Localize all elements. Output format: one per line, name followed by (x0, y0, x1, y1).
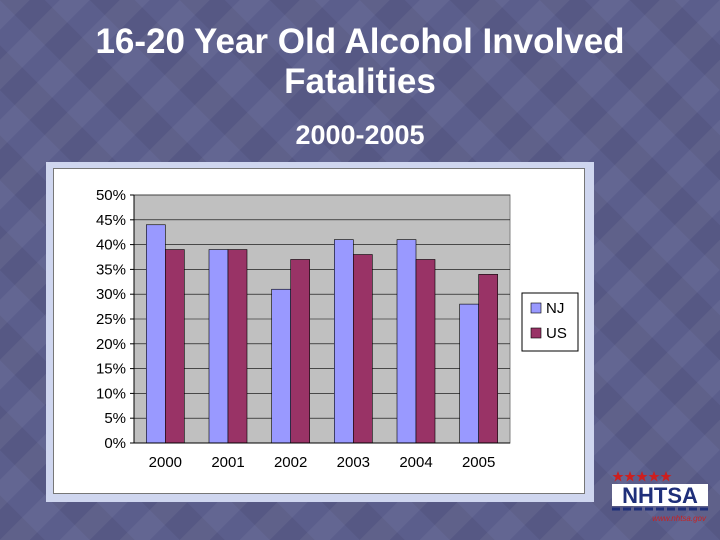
x-tick-label: 2001 (211, 454, 244, 471)
x-tick-label: 2002 (274, 454, 307, 471)
x-tick-label: 2003 (337, 454, 370, 471)
chart-frame: 0% 5% 10% 15% 20% 25% 30% 35% 40% 45% 50% 2000 2001 2… (46, 162, 594, 502)
bar-us-2003 (353, 254, 373, 444)
y-tick-label: 10% (96, 385, 126, 402)
legend-box (521, 292, 579, 352)
y-tick-label: 25% (96, 311, 126, 328)
bar-us-2002 (290, 259, 310, 444)
x-tick-label: 2000 (149, 454, 182, 471)
bar-chart: 0% 5% 10% 15% 20% 25% 30% 35% 40% 45% 50% 2000 2001 2… (96, 187, 579, 471)
legend-swatch-nj (530, 302, 542, 314)
y-tick-label: 15% (96, 361, 126, 378)
bar-us-2001 (227, 249, 248, 444)
y-tick-label: 45% (96, 212, 126, 229)
bar-nj-2004 (396, 239, 417, 444)
title-line-2: Fatalities (284, 62, 436, 101)
chart-area: 0% 5% 10% 15% 20% 25% 30% 35% 40% 45% 50% 2000 2001 2… (53, 168, 585, 494)
nhtsa-logo-graphic: NHTSA www.nhtsa.gov (612, 471, 708, 523)
y-tick-label: 40% (96, 237, 126, 254)
y-tick-label: 30% (96, 286, 126, 303)
slide-subtitle: 2000-2005 (295, 120, 425, 150)
legend-swatch-us (530, 327, 542, 339)
bar-nj-2003 (334, 239, 354, 444)
logo-background (612, 484, 708, 506)
y-tick-label: 35% (96, 261, 126, 278)
x-tick-label: 2005 (462, 454, 495, 471)
y-tick-label: 0% (104, 435, 126, 452)
bar-us-2005 (478, 274, 498, 444)
legend-label-us: US (546, 325, 567, 342)
bar-us-2004 (415, 259, 436, 444)
bar-us-2000 (165, 249, 185, 444)
legend-label-nj: NJ (546, 300, 564, 317)
x-tick-label: 2004 (399, 454, 432, 471)
bar-nj-2001 (208, 249, 229, 444)
y-tick-label: 5% (104, 410, 126, 427)
bar-nj-2002 (271, 288, 291, 444)
slide-title: 16-20 Year Old Alcohol Involved Fataliti… (0, 22, 720, 102)
logo-tagline: www.nhtsa.gov (652, 514, 707, 523)
y-tick-label: 20% (96, 336, 126, 353)
title-line-1: 16-20 Year Old Alcohol Involved (95, 22, 625, 61)
logo-text: NHTSA (622, 483, 698, 508)
nhtsa-logo: NHTSA www.nhtsa.gov (608, 466, 712, 526)
bar-nj-2000 (146, 224, 166, 444)
logo-stars (612, 471, 672, 482)
y-tick-label: 50% (96, 187, 126, 204)
bar-nj-2005 (459, 303, 479, 444)
